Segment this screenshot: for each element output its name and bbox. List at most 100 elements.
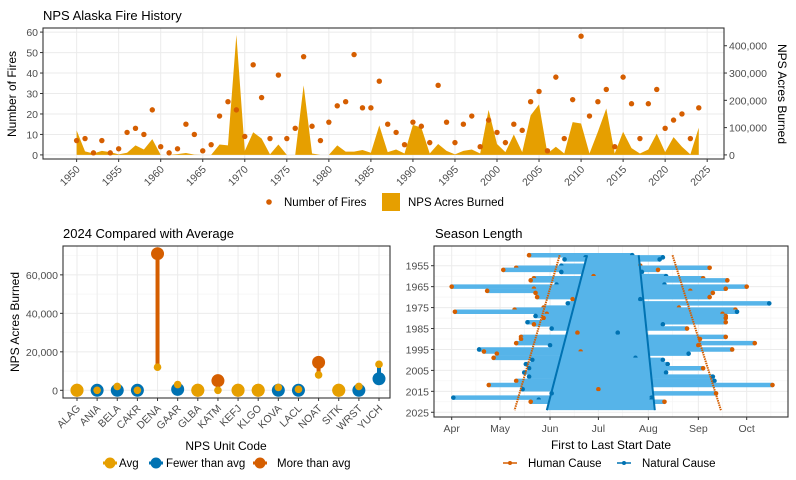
legend-fires-dot — [266, 199, 272, 205]
last-start-point — [725, 278, 730, 283]
x-tick-label: May — [490, 423, 511, 435]
fires-point — [326, 119, 332, 125]
last-start-point — [723, 334, 729, 340]
fires-point — [242, 133, 248, 140]
fires-point — [309, 123, 315, 129]
fires-point — [569, 96, 576, 103]
fires-point — [696, 105, 702, 111]
average-point — [153, 363, 162, 372]
legend-more-dot — [254, 457, 266, 469]
first-start-point — [449, 284, 455, 289]
fire-history-ylabel-right: NPS Acres Burned — [775, 44, 789, 144]
season-length-title: Season Length — [435, 226, 522, 241]
fires-point — [612, 144, 618, 150]
last-start-point — [655, 267, 661, 273]
fires-point — [258, 94, 265, 101]
y-tick-label: 10 — [26, 129, 38, 141]
fires-point — [141, 131, 147, 138]
legend-acres-label: NPS Acres Burned — [408, 197, 504, 209]
y-tick-label: 2005 — [406, 365, 430, 377]
fires-point — [452, 139, 458, 146]
fires-point — [628, 101, 635, 107]
fire-history-legend: Number of Fires NPS Acres Burned — [266, 193, 504, 211]
fires-point — [435, 82, 441, 89]
x-tick-label: 1990 — [394, 164, 419, 189]
y-tick-label: 1955 — [406, 261, 430, 273]
last-start-point — [662, 399, 667, 405]
fires-point — [166, 150, 172, 156]
last-start-point — [707, 294, 712, 300]
fires-point — [233, 107, 240, 113]
average-point — [191, 383, 205, 397]
acres-2024-point — [372, 372, 386, 386]
plot-frame — [433, 245, 789, 418]
fires-point — [216, 113, 223, 119]
trend-line — [545, 254, 589, 411]
fires-point — [477, 144, 483, 150]
first-start-point — [531, 322, 537, 327]
average-point — [355, 382, 363, 391]
fires-point — [267, 135, 273, 142]
first-start-point — [486, 382, 492, 388]
y-right-tick-label: 0 — [729, 150, 735, 162]
x-tick-label: 1975 — [268, 164, 293, 189]
x-tick-label: 1950 — [58, 164, 83, 189]
x-tick-label: NOAT — [296, 402, 325, 431]
first-start-point — [513, 378, 519, 384]
average-point — [231, 383, 245, 397]
fires-point — [561, 135, 567, 142]
y-tick-label: 30 — [26, 89, 38, 101]
y-right-tick-label: 100,000 — [729, 123, 767, 135]
x-tick-label: 1960 — [142, 164, 167, 189]
fires-point — [485, 117, 492, 123]
legend-human-dot — [508, 461, 512, 465]
first-start-point — [526, 374, 532, 379]
legend-fewer-label: Fewer than avg — [166, 458, 245, 470]
first-start-point — [565, 301, 571, 306]
x-tick-label: 1965 — [184, 164, 209, 189]
fires-point — [620, 74, 626, 80]
x-tick-label: Apr — [444, 423, 461, 435]
legend-fires-label: Number of Fires — [284, 197, 367, 209]
fires-point — [292, 125, 298, 131]
first-start-point — [541, 315, 546, 321]
legend-avg-dot — [104, 457, 116, 469]
average-point — [251, 383, 265, 397]
fires-point — [208, 141, 214, 148]
fires-point — [595, 98, 601, 105]
fires-point — [393, 129, 399, 136]
last-start-point — [712, 378, 717, 384]
average-point — [314, 371, 323, 379]
first-start-point — [549, 326, 554, 331]
last-start-point — [707, 265, 712, 271]
fires-point — [275, 72, 282, 78]
fires-point — [443, 119, 450, 125]
season-length-xlabel: First to Last Start Date — [551, 438, 671, 452]
x-tick-label: Sep — [689, 423, 708, 435]
first-start-point — [523, 361, 529, 367]
fires-point — [174, 146, 181, 152]
last-start-point — [710, 290, 716, 296]
comparison-panel: 020,00040,00060,000ALAGANIABELACAKRDENAG… — [26, 245, 391, 433]
y-tick-label: 0 — [52, 385, 58, 397]
fires-point — [553, 74, 559, 80]
fires-point — [494, 129, 500, 136]
first-start-point — [513, 340, 519, 346]
fires-point — [670, 117, 677, 123]
fires-point — [82, 135, 88, 142]
y-tick-label: 1975 — [406, 303, 430, 315]
average-point — [214, 386, 222, 395]
acres-2024-point — [211, 374, 225, 388]
fires-point — [200, 148, 206, 154]
fires-point — [401, 141, 408, 148]
legend-more-label: More than avg — [277, 458, 351, 470]
x-tick-label: 1955 — [100, 164, 125, 189]
comparison-ylabel: NPS Acres Burned — [8, 272, 22, 372]
fires-point — [586, 113, 593, 119]
fires-point — [368, 105, 374, 111]
y-tick-label: 2015 — [406, 386, 430, 398]
legend-natural-dot — [622, 461, 626, 465]
first-start-point — [547, 342, 553, 348]
last-start-point — [752, 340, 758, 346]
first-start-point — [530, 357, 535, 363]
